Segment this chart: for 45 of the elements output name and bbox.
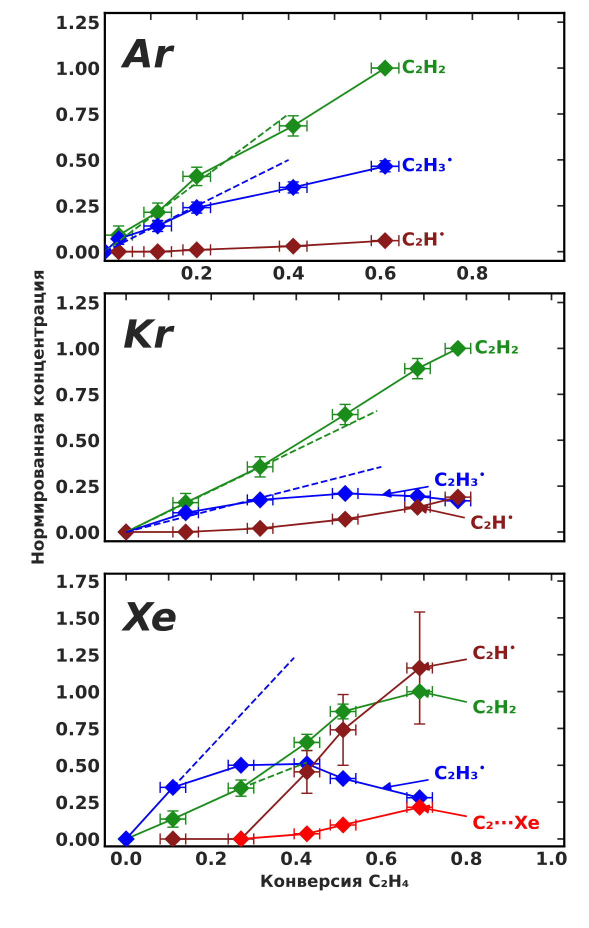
y-tick-label: 0.75 [56,388,99,402]
y-tick-label: 0.00 [56,832,100,846]
y-tick-label: 1.00 [57,62,100,76]
annotation: C₂H$^{•}$ [471,515,512,530]
series-label: C₂H$^{•}$ [402,232,444,246]
x-tick-label: 0.2 [196,852,226,866]
y-tick-label: 1.25 [57,648,99,662]
annotation: C₂H₃$^{•}$ [435,766,484,780]
annotation: C₂H₃$^{•}$ [435,472,484,486]
x-tick-label: 0.4 [281,852,312,866]
y-tick-label: 0.00 [56,525,100,540]
annotation: C₂···Xe [473,816,539,830]
y-tick-label: 0.50 [56,153,100,167]
y-tick-label: 1.75 [57,574,99,588]
text: Kr [124,319,175,348]
y-tick-label: 0.50 [56,758,100,772]
y-tick-label: 1.50 [57,611,100,626]
y-tick-label: 0.25 [56,199,99,213]
x-tick-label: 0.4 [273,266,304,280]
y-axis-title: Нормированная концентрация [31,270,48,564]
x-tick-label: 0.6 [365,266,396,280]
y-tick-label: 0.75 [56,722,99,736]
y-tick-label: 1.25 [57,16,99,30]
y-tick-label: 0.25 [56,480,99,494]
y-tick-label: 1.25 [57,296,99,310]
y-tick-label: 0.50 [56,434,100,448]
y-tick-label: 1.00 [57,685,100,699]
series-label: C₂H₃$^{•}$ [402,158,452,172]
x-tick-label: 0.8 [451,852,482,866]
annotation: C₂H₂ [473,700,516,714]
series-label: C₂H₂ [402,60,445,74]
y-tick-label: 0.75 [56,107,99,122]
y-tick-label: 1.00 [57,342,100,356]
x-tick-label: 1.0 [538,852,567,866]
text: Ar [120,38,175,68]
series-label: C₂H₂ [475,340,518,354]
annotation: C₂H$^{•}$ [473,646,514,660]
y-tick-label: 0.00 [56,245,100,259]
x-tick-label: 0.8 [457,266,488,280]
x-axis-title: Конверсия C₂H₄ [261,874,408,890]
x-tick-label: 0.0 [110,852,142,866]
y-tick-label: 0.25 [56,796,99,810]
x-tick-label: 0.6 [366,852,396,866]
x-tick-label: 0.2 [182,266,212,280]
text: Xe [121,602,176,632]
